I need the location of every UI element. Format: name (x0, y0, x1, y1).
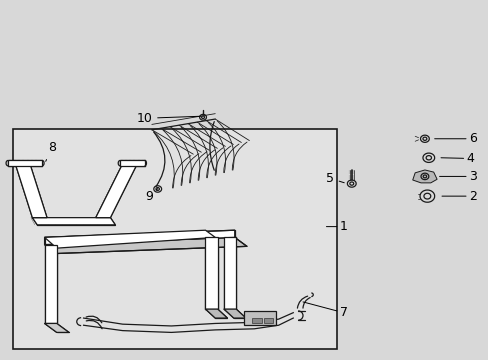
Polygon shape (96, 164, 137, 218)
Polygon shape (205, 237, 217, 309)
Text: 2: 2 (441, 190, 476, 203)
Polygon shape (8, 160, 42, 166)
Polygon shape (44, 323, 69, 332)
Text: 7: 7 (303, 302, 347, 319)
Bar (13, 129, 336, 349)
Text: 10: 10 (136, 112, 200, 125)
Polygon shape (224, 237, 236, 309)
Polygon shape (412, 170, 436, 183)
Polygon shape (44, 237, 246, 253)
Polygon shape (264, 318, 272, 323)
Polygon shape (244, 311, 276, 325)
Polygon shape (15, 164, 47, 218)
Text: 5: 5 (325, 172, 344, 185)
Polygon shape (32, 218, 115, 225)
Text: 3: 3 (439, 170, 476, 183)
Text: 8: 8 (46, 141, 56, 161)
Polygon shape (44, 244, 57, 323)
Polygon shape (224, 309, 245, 318)
Polygon shape (251, 318, 261, 323)
Text: 1: 1 (326, 220, 347, 233)
Polygon shape (44, 230, 234, 244)
Polygon shape (44, 230, 215, 248)
Text: 4: 4 (440, 152, 473, 165)
Polygon shape (205, 309, 227, 318)
Text: 9: 9 (145, 189, 158, 203)
Text: 6: 6 (434, 132, 476, 145)
Polygon shape (120, 160, 144, 166)
